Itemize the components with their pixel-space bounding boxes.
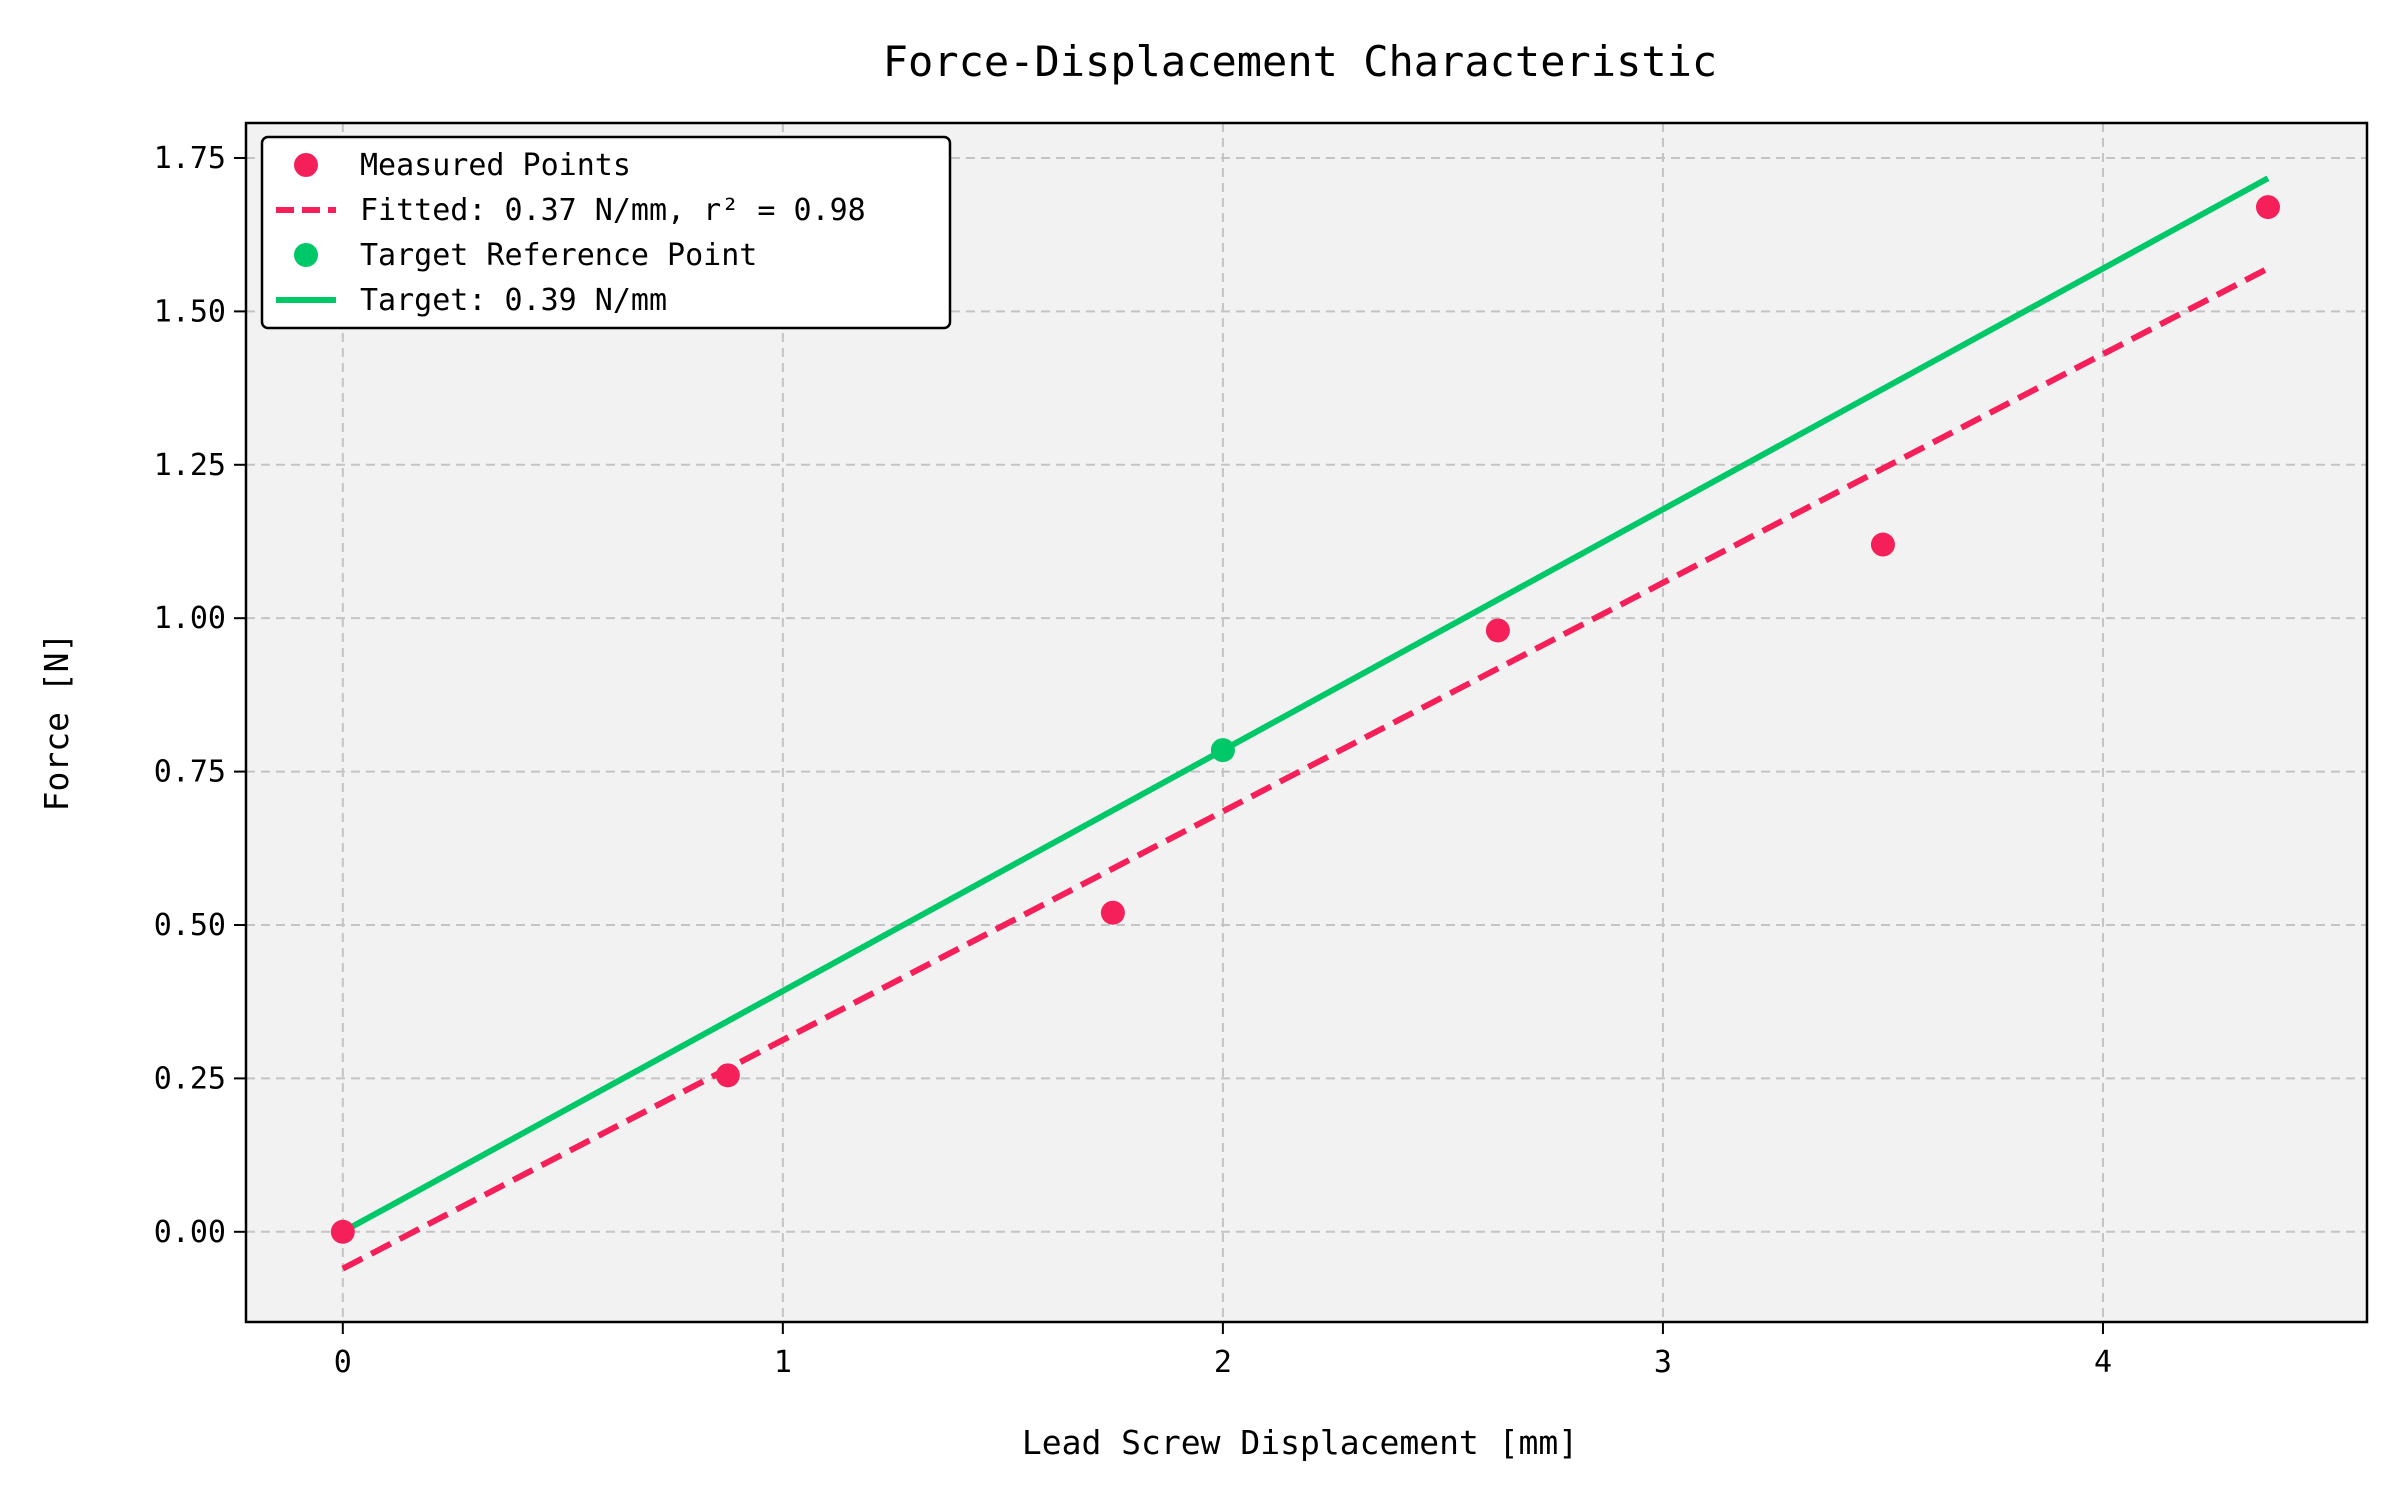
legend-marker xyxy=(294,153,318,177)
legend-box xyxy=(260,135,952,330)
x-tick-label: 3 xyxy=(1654,1345,1672,1380)
y-tick-label: 1.00 xyxy=(154,601,226,636)
legend: Measured Points Fitted: 0.37 N/mm, r² = 0… xyxy=(260,135,952,330)
legend-label: Measured Points xyxy=(360,148,631,183)
x-tick-label: 1 xyxy=(774,1345,792,1380)
chart-title: Force-Displacement Characteristic xyxy=(883,37,1717,86)
measured-point xyxy=(330,1219,355,1244)
x-tick-label: 0 xyxy=(334,1345,352,1380)
y-tick-label: 0.00 xyxy=(154,1215,226,1250)
axis-ticks: 0 1 2 3 4 0.00 0.25 0.50 0.75 1.00 1.25 1.50 1.75 xyxy=(154,141,2112,1380)
y-tick-label: 1.50 xyxy=(154,294,226,329)
y-tick-label: 0.50 xyxy=(154,908,226,943)
x-tick-label: 4 xyxy=(2094,1345,2112,1380)
measured-point xyxy=(2255,195,2280,220)
fitted-line xyxy=(341,265,2270,1272)
y-tick-label: 0.75 xyxy=(154,755,226,790)
legend-marker xyxy=(294,243,318,267)
measured-point xyxy=(1100,900,1125,925)
measured-point xyxy=(1485,618,1510,643)
y-tick-label: 0.25 xyxy=(154,1061,226,1096)
x-tick-label: 2 xyxy=(1214,1345,1232,1380)
plot-frame xyxy=(244,121,2369,1324)
y-tick-label: 1.25 xyxy=(154,448,226,483)
legend-label: Target Reference Point xyxy=(360,238,757,273)
series-layer xyxy=(330,175,2280,1272)
x-axis-label: Lead Screw Displacement [mm] xyxy=(1022,1423,1578,1462)
target-line xyxy=(341,175,2270,1235)
legend-label: Target: 0.39 N/mm xyxy=(360,283,667,318)
target-point xyxy=(1210,738,1235,763)
measured-point xyxy=(715,1063,740,1088)
legend-label: Fitted: 0.37 N/mm, r² = 0.98 xyxy=(360,193,866,228)
y-axis-label: Force [N] xyxy=(37,633,76,812)
measured-point xyxy=(1870,532,1895,557)
y-tick-label: 1.75 xyxy=(154,141,226,176)
